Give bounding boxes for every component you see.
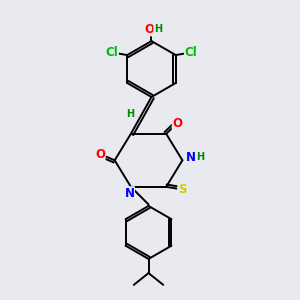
Text: N: N bbox=[186, 151, 196, 164]
Text: O: O bbox=[144, 23, 154, 36]
Text: H: H bbox=[126, 109, 134, 119]
Text: Cl: Cl bbox=[184, 46, 197, 59]
Text: N: N bbox=[124, 187, 134, 200]
Text: H: H bbox=[154, 24, 162, 34]
Text: Cl: Cl bbox=[106, 46, 118, 59]
Text: S: S bbox=[178, 183, 187, 196]
Text: O: O bbox=[172, 117, 182, 130]
Text: O: O bbox=[95, 148, 105, 161]
Text: H: H bbox=[196, 152, 205, 162]
